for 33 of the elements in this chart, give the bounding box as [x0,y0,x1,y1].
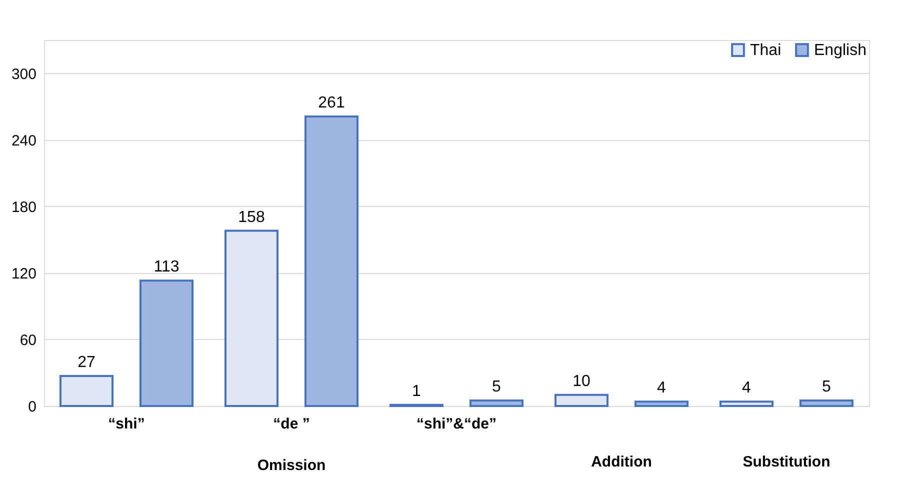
x-tick-label: “shi” [108,416,145,432]
y-tick-label: 0 [28,398,36,416]
bar [60,375,114,407]
bar [470,399,524,407]
data-label: 113 [154,258,180,276]
y-tick-label: 240 [11,132,36,150]
x-tick-label: Addition [591,454,652,470]
data-label: 158 [238,208,265,226]
y-tick-label: 120 [11,265,36,282]
data-label: 261 [318,94,345,112]
y-tick-label: 300 [11,66,36,83]
x-tick-label: “de ” [273,416,310,432]
y-tick-label: 180 [11,198,36,216]
data-label: 5 [492,378,502,396]
bar [554,394,608,407]
bar [800,399,854,407]
text: Omission [257,457,326,474]
data-label: 4 [657,380,666,397]
data-label: 27 [78,354,96,372]
x-tick-label: Substitution [742,454,830,470]
x-tick-label: “shi”&“de” [416,416,497,432]
data-label: 4 [742,380,752,397]
bar [224,230,278,407]
legend-label: Thai [750,42,782,60]
bar [634,400,688,407]
data-label: 1 [412,382,422,400]
data-label: 10 [572,372,590,390]
y-tick-label: 60 [20,332,36,349]
bar [140,280,194,407]
bar [304,116,358,407]
legend-label: English [814,42,866,60]
bar [720,400,774,407]
data-label: 5 [822,378,832,396]
